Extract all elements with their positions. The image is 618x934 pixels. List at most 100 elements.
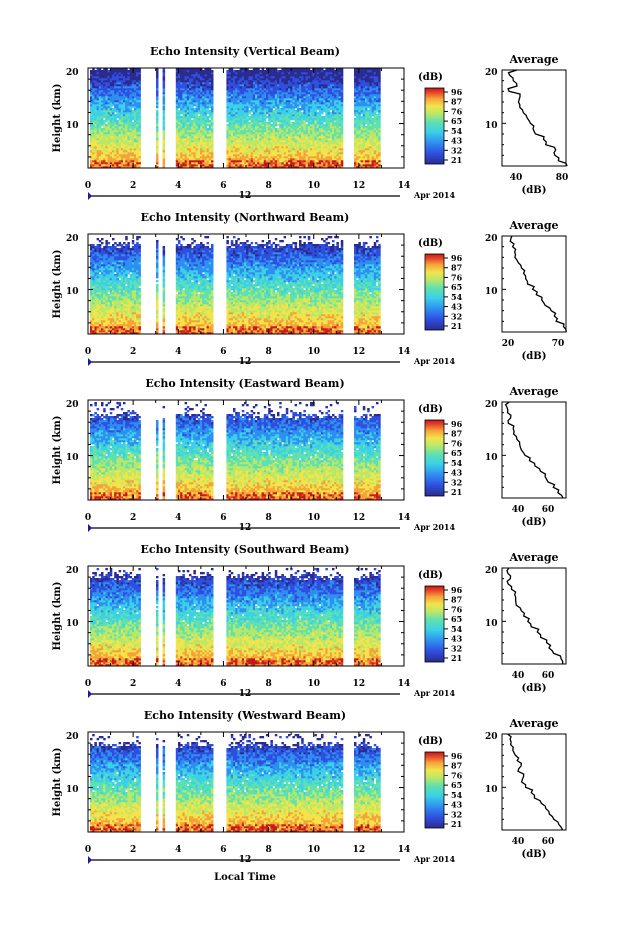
heatmap-cell (288, 148, 291, 151)
heatmap-cell (94, 138, 97, 141)
heatmap-cell (268, 94, 271, 97)
heatmap-cell (241, 126, 245, 129)
heatmap-cell (303, 114, 306, 117)
heatmap-cell (101, 138, 104, 141)
heatmap-cell (272, 90, 276, 93)
heatmap-cell (118, 98, 122, 101)
heatmap-cell (285, 108, 289, 111)
heatmap-cell (186, 104, 190, 107)
heatmap-cell (90, 96, 93, 99)
heatmap-cell (277, 112, 280, 115)
heatmap-cell (244, 90, 247, 93)
heatmap-cell (365, 130, 368, 133)
heatmap-cell (244, 74, 247, 77)
heatmap-cell (156, 82, 159, 85)
heatmap-cell (285, 148, 289, 151)
heatmap-cell (259, 122, 262, 125)
heatmap-cell (202, 158, 205, 161)
heatmap-cell (182, 134, 185, 137)
heatmap-cell (318, 160, 322, 163)
heatmap-cell (288, 144, 291, 147)
heatmap-cell (358, 130, 361, 133)
heatmap-cell (197, 76, 201, 79)
heatmap-cell (318, 152, 322, 155)
heatmap-cell (301, 98, 304, 101)
heatmap-cell (98, 116, 102, 119)
heatmap-cell (292, 90, 295, 93)
heatmap-cell (316, 88, 320, 91)
heatmap-cell (310, 144, 313, 147)
heatmap-cell (138, 146, 141, 149)
heatmap-cell (261, 158, 265, 161)
heatmap-cell (312, 112, 315, 115)
heatmap-cell (180, 116, 183, 119)
heatmap-cell (332, 116, 335, 119)
heatmap-cell (307, 118, 311, 121)
heatmap-cell (156, 68, 159, 71)
heatmap-cell (294, 154, 298, 157)
heatmap-cell (277, 108, 280, 111)
heatmap-cell (239, 124, 243, 127)
heatmap-cell (321, 134, 324, 137)
heatmap-cell (268, 140, 271, 143)
heatmap-cell (283, 120, 287, 123)
heatmap-cell (255, 160, 258, 163)
heatmap-cell (96, 100, 100, 103)
heatmap-cell (127, 88, 130, 91)
heatmap-cell (112, 138, 115, 141)
heatmap-cell (274, 154, 278, 157)
heatmap-cell (248, 80, 251, 83)
heatmap-cell (136, 114, 139, 117)
heatmap-cell (182, 116, 185, 119)
heatmap-cell (310, 142, 313, 145)
heatmap-cell (156, 106, 159, 109)
heatmap-cell (283, 70, 287, 73)
heatmap-cell (211, 82, 214, 85)
heatmap-cell (204, 154, 207, 157)
heatmap-cell (197, 74, 201, 77)
heatmap-cell (296, 136, 300, 139)
heatmap-cell (292, 104, 295, 107)
heatmap-cell (307, 120, 311, 123)
heatmap-cell (360, 148, 364, 151)
heatmap-cell (208, 78, 212, 81)
heatmap-cell (362, 106, 366, 109)
heatmap-cell (325, 122, 328, 125)
heatmap-cell (107, 156, 111, 159)
heatmap-cell (235, 90, 238, 93)
heatmap-cell (202, 76, 205, 79)
heatmap-cell (362, 134, 366, 137)
heatmap-cell (305, 96, 309, 99)
heatmap-cell (237, 112, 240, 115)
heatmap-cell (107, 106, 111, 109)
heatmap-cell (270, 166, 273, 169)
heatmap-cell (285, 162, 289, 165)
heatmap-cell (310, 72, 313, 75)
heatmap-cell (235, 156, 238, 159)
heatmap-cell (237, 164, 240, 167)
heatmap-cell (332, 112, 335, 115)
heatmap-cell (98, 72, 102, 75)
heatmap-cell (230, 136, 234, 139)
heatmap-cell (356, 144, 359, 147)
heatmap-cell (182, 136, 185, 139)
heatmap-cell (246, 116, 249, 119)
heatmap-cell (182, 98, 185, 101)
heatmap-cell (270, 128, 273, 131)
heatmap-cell (206, 144, 210, 147)
heatmap-cell (208, 74, 212, 77)
heatmap-cell (250, 164, 254, 167)
heatmap-cell (303, 90, 306, 93)
heatmap-cell (334, 142, 337, 145)
heatmap-cell (255, 116, 258, 119)
heatmap-cell (125, 102, 128, 105)
heatmap-cell (112, 74, 115, 77)
heatmap-cell (200, 110, 203, 113)
heatmap-cell (266, 94, 269, 97)
heatmap-cell (362, 98, 366, 101)
heatmap-cell (98, 154, 102, 157)
heatmap-cell (303, 162, 306, 165)
heatmap-cell (105, 110, 108, 113)
heatmap-cell (193, 104, 196, 107)
heatmap-cell (321, 120, 324, 123)
